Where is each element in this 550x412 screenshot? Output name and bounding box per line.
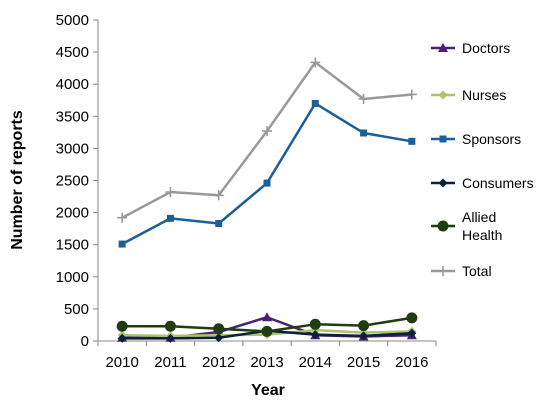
data-point-allied-health xyxy=(358,320,370,332)
data-point-consumers xyxy=(214,333,224,343)
legend-marker xyxy=(437,220,449,232)
y-tick-label: 5000 xyxy=(56,12,89,29)
x-tick-label: 2014 xyxy=(299,354,332,371)
y-axis-title: Number of reports xyxy=(9,110,26,250)
data-point-allied-health xyxy=(261,325,273,337)
axes: 0 500 1000 1500 2000 2500 3000 3500 4000 4500 5000… xyxy=(56,12,437,371)
legend-item-allied-health: Allied Health xyxy=(431,209,502,243)
legend-item-doctors: Doctors xyxy=(431,40,510,56)
x-tick-label: 2013 xyxy=(250,354,283,371)
y-tick-label: 500 xyxy=(64,301,89,318)
data-point-total xyxy=(117,212,128,223)
legend-label: Doctors xyxy=(462,40,510,56)
data-point-sponsors xyxy=(408,137,416,145)
legend-marker xyxy=(438,43,448,52)
data-point-consumers xyxy=(165,333,175,343)
series-line-sponsors xyxy=(121,102,413,246)
data-point-total xyxy=(213,190,224,201)
legend-marker xyxy=(438,178,448,188)
data-point-sponsors xyxy=(118,240,126,248)
data-point-doctors xyxy=(262,312,272,322)
legend-item-consumers: Consumers xyxy=(431,175,534,191)
y-tick-label: 0 xyxy=(81,333,89,350)
data-point-allied-health xyxy=(309,318,321,330)
y-tick-label: 3500 xyxy=(56,108,89,125)
data-point-sponsors xyxy=(311,99,319,107)
y-tick-label: 3000 xyxy=(56,140,89,157)
legend: Doctors Nurses Sponsors Consumers Allied Heal… xyxy=(431,40,534,279)
legend-label: Allied xyxy=(462,209,496,225)
data-point-allied-health xyxy=(406,312,418,324)
legend-label: Nurses xyxy=(462,87,506,103)
series-allied-health xyxy=(116,312,418,337)
x-tick-label: 2011 xyxy=(154,354,186,371)
data-point-consumers xyxy=(407,328,417,338)
data-point-allied-health xyxy=(164,320,176,332)
data-point-consumers xyxy=(117,333,127,343)
data-point-consumers xyxy=(310,330,320,340)
data-point-allied-health xyxy=(213,323,225,335)
legend-item-nurses: Nurses xyxy=(431,87,506,103)
series-line-total xyxy=(121,61,412,219)
y-tick-label: 1000 xyxy=(56,269,89,286)
legend-label: Total xyxy=(462,263,492,279)
legend-label: Health xyxy=(462,227,502,243)
legend-item-total: Total xyxy=(431,263,492,279)
legend-label: Sponsors xyxy=(462,131,521,147)
x-tick-label: 2016 xyxy=(395,354,428,371)
legend-label: Consumers xyxy=(462,175,534,191)
x-tick-label: 2010 xyxy=(105,354,138,371)
y-tick-label: 2000 xyxy=(56,205,89,222)
legend-marker xyxy=(438,266,448,276)
legend-item-sponsors: Sponsors xyxy=(431,131,521,147)
data-point-sponsors xyxy=(360,129,368,137)
x-tick-label: 2015 xyxy=(347,354,380,371)
legend-marker xyxy=(439,135,447,143)
legend-marker xyxy=(438,90,448,100)
y-tick-label: 2500 xyxy=(56,173,89,190)
series-total xyxy=(117,57,417,223)
data-point-allied-health xyxy=(116,320,128,332)
series-sponsors xyxy=(118,99,416,248)
y-tick-label: 4500 xyxy=(56,44,89,61)
y-tick-label: 4000 xyxy=(56,76,89,93)
data-point-total xyxy=(165,187,176,198)
x-axis-title: Year xyxy=(251,382,285,399)
x-tick-label: 2012 xyxy=(202,354,235,371)
y-tick-label: 1500 xyxy=(56,237,89,254)
data-point-total xyxy=(310,57,321,68)
data-point-sponsors xyxy=(166,214,174,222)
series-layer xyxy=(116,57,418,343)
data-point-consumers xyxy=(359,331,369,341)
data-point-total xyxy=(358,93,369,104)
data-point-total xyxy=(406,89,417,100)
data-point-total xyxy=(262,126,272,137)
data-point-sponsors xyxy=(263,179,271,187)
data-point-sponsors xyxy=(215,220,223,228)
